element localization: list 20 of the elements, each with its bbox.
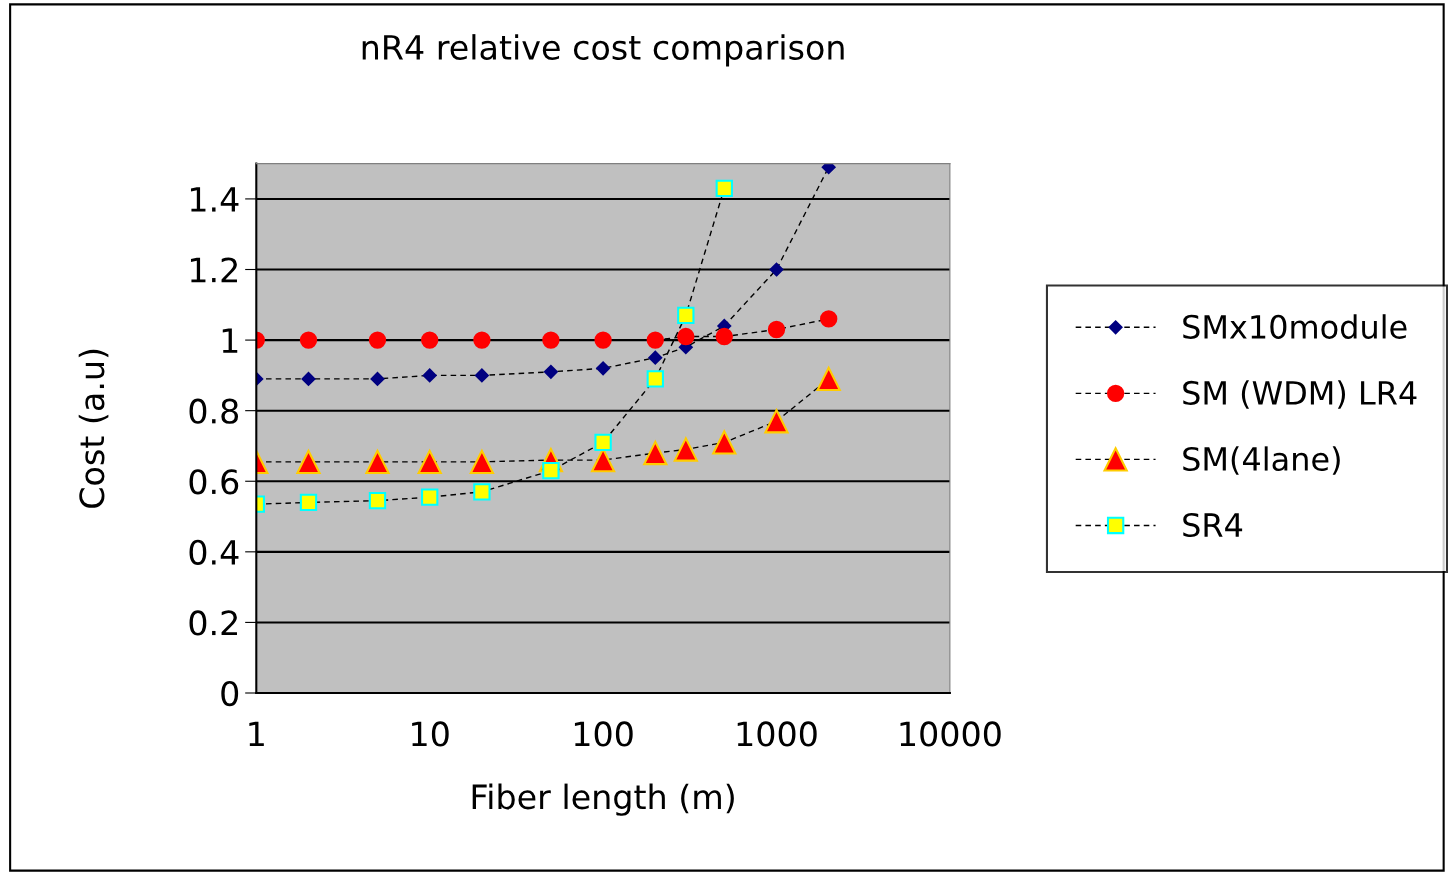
y-tick-label: 0.8 bbox=[189, 398, 239, 424]
y-tick-label: 0.2 bbox=[189, 610, 237, 636]
chart-title: nR4 relative cost comparison bbox=[362, 34, 844, 67]
y-tick-label: 1 bbox=[222, 328, 238, 353]
y-tick-label: 1.2 bbox=[190, 257, 237, 283]
y-tick-label: 0.4 bbox=[189, 539, 239, 565]
y-tick-label: 0 bbox=[221, 680, 239, 707]
x-tick-label: 100 bbox=[574, 721, 633, 747]
x-tick-label: 1000 bbox=[737, 721, 817, 747]
legend-label: SM (WDM) LR4 bbox=[1183, 380, 1417, 409]
x-axis-title: Fiber length (m) bbox=[472, 783, 734, 816]
legend-label: SM(4lane) bbox=[1183, 446, 1340, 475]
y-axis-title: Cost (a.u) bbox=[78, 349, 109, 508]
y-tick-label: 0.6 bbox=[189, 469, 239, 495]
x-tick-label: 10000 bbox=[900, 721, 1001, 747]
y-tick-label: 1.4 bbox=[190, 187, 239, 212]
legend-label: SR4 bbox=[1183, 512, 1243, 538]
legend-label: SMx10module bbox=[1183, 314, 1407, 339]
x-tick-label: 10 bbox=[412, 721, 449, 747]
x-tick-label: 1 bbox=[249, 721, 264, 747]
